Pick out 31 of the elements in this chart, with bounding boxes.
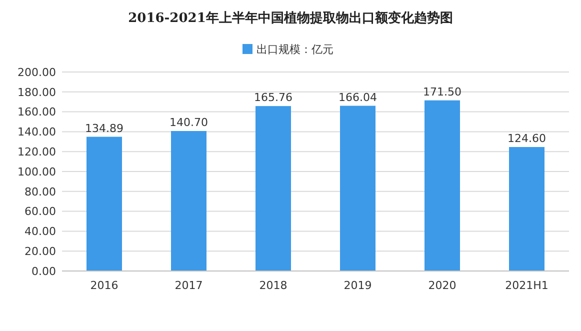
bar [340,106,376,271]
y-tick-label: 20.00 [24,244,56,258]
y-tick-label: 80.00 [24,185,56,198]
data-label: 165.76 [254,91,292,104]
x-tick-label: 2016 [90,279,118,292]
x-tick-label: 2019 [344,279,372,292]
bar [256,106,291,271]
legend-label: 出口规模：亿元 [256,43,334,56]
x-tick-label: 2017 [174,279,203,292]
y-tick-label: 180.00 [18,86,56,99]
y-tick-label: 160.00 [18,106,56,119]
y-tick-label: 200.00 [18,66,56,79]
bar [86,136,122,271]
y-tick-label: 60.00 [24,205,56,218]
y-tick-label: 100.00 [18,165,56,178]
y-tick-label: 120.00 [18,145,56,158]
data-label: 140.70 [170,116,208,130]
data-label: 124.60 [508,132,546,146]
chart-title: 2016-2021年上半年中国植物提取物出口额变化趋势图 [128,10,453,26]
bar [171,131,206,271]
x-tick-label: 2020 [428,279,456,292]
data-label: 134.89 [85,122,124,135]
y-tick-label: 40.00 [24,225,56,238]
x-tick-label: 2018 [259,279,288,292]
data-label: 171.50 [423,85,462,98]
bar [424,100,460,271]
data-label: 166.04 [338,90,377,104]
x-tick-label: 2021H1 [505,279,548,292]
bar [509,147,544,271]
y-tick-label: 140.00 [18,126,56,139]
y-tick-label: 0.00 [32,264,56,278]
